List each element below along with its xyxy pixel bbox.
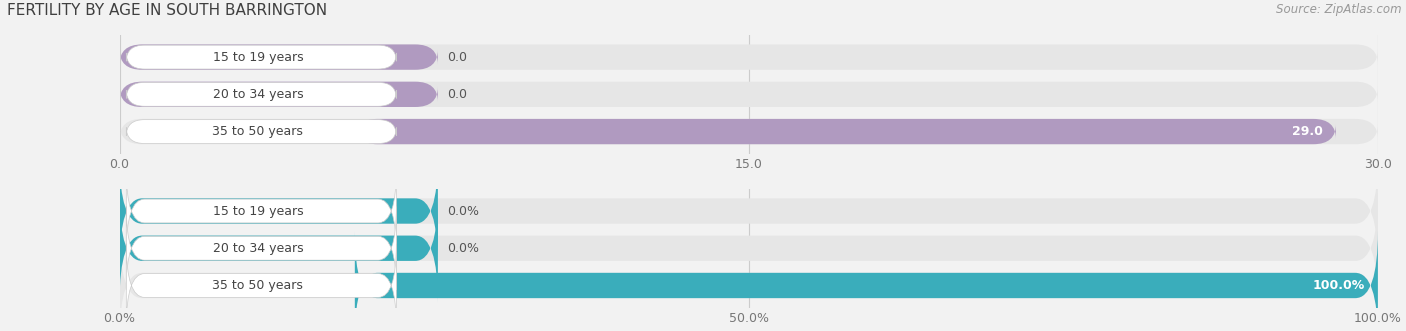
FancyBboxPatch shape bbox=[127, 207, 396, 290]
FancyBboxPatch shape bbox=[127, 82, 396, 106]
FancyBboxPatch shape bbox=[120, 194, 1378, 303]
Text: 15 to 19 years: 15 to 19 years bbox=[212, 205, 304, 217]
FancyBboxPatch shape bbox=[120, 119, 1378, 144]
Text: 29.0: 29.0 bbox=[1292, 125, 1323, 138]
Text: 0.0: 0.0 bbox=[447, 51, 467, 64]
Text: Source: ZipAtlas.com: Source: ZipAtlas.com bbox=[1277, 3, 1402, 16]
FancyBboxPatch shape bbox=[120, 157, 437, 265]
Text: 100.0%: 100.0% bbox=[1313, 279, 1365, 292]
FancyBboxPatch shape bbox=[120, 157, 1378, 265]
Text: 0.0%: 0.0% bbox=[447, 242, 478, 255]
FancyBboxPatch shape bbox=[120, 44, 1378, 70]
FancyBboxPatch shape bbox=[127, 169, 396, 253]
FancyBboxPatch shape bbox=[354, 231, 1378, 331]
FancyBboxPatch shape bbox=[127, 119, 396, 144]
Text: 20 to 34 years: 20 to 34 years bbox=[212, 242, 304, 255]
Text: FERTILITY BY AGE IN SOUTH BARRINGTON: FERTILITY BY AGE IN SOUTH BARRINGTON bbox=[7, 3, 328, 18]
Text: 35 to 50 years: 35 to 50 years bbox=[212, 125, 304, 138]
Text: 20 to 34 years: 20 to 34 years bbox=[212, 88, 304, 101]
Text: 15 to 19 years: 15 to 19 years bbox=[212, 51, 304, 64]
FancyBboxPatch shape bbox=[120, 82, 437, 107]
FancyBboxPatch shape bbox=[120, 194, 437, 303]
Text: 35 to 50 years: 35 to 50 years bbox=[212, 279, 304, 292]
Text: 0.0%: 0.0% bbox=[447, 205, 478, 217]
Text: 0.0: 0.0 bbox=[447, 88, 467, 101]
FancyBboxPatch shape bbox=[354, 119, 1336, 144]
FancyBboxPatch shape bbox=[127, 244, 396, 327]
FancyBboxPatch shape bbox=[120, 82, 1378, 107]
FancyBboxPatch shape bbox=[120, 44, 437, 70]
FancyBboxPatch shape bbox=[120, 231, 1378, 331]
FancyBboxPatch shape bbox=[127, 45, 396, 69]
